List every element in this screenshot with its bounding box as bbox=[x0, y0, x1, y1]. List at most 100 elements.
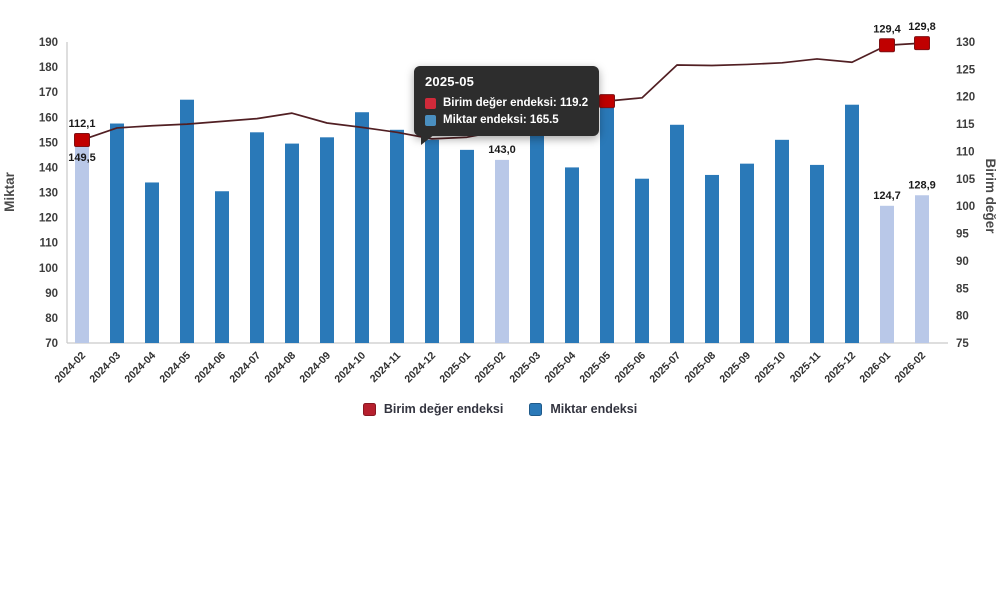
bar[interactable] bbox=[425, 139, 439, 343]
left-axis-tick-label: 80 bbox=[45, 313, 58, 325]
bar[interactable] bbox=[215, 191, 229, 343]
x-axis-label: 2024-09 bbox=[297, 350, 333, 386]
left-axis-tick-label: 180 bbox=[39, 62, 58, 74]
x-axis-label: 2025-07 bbox=[647, 350, 683, 386]
bar[interactable] bbox=[145, 182, 159, 343]
x-axis-label: 2024-06 bbox=[192, 350, 228, 386]
right-axis-tick-label: 115 bbox=[956, 119, 975, 131]
data-label: 124,7 bbox=[873, 190, 901, 202]
x-axis-label: 2025-02 bbox=[472, 350, 508, 386]
x-axis-label: 2025-05 bbox=[577, 350, 613, 386]
x-axis-label: 2025-03 bbox=[507, 350, 543, 386]
x-axis-label: 2024-02 bbox=[52, 350, 88, 386]
bar[interactable] bbox=[355, 112, 369, 343]
left-axis-tick-label: 140 bbox=[39, 162, 58, 174]
legend-label: Miktar endeksi bbox=[550, 402, 638, 416]
tooltip: 2025-05 Birim değer endeksi: 119.2 Mikta… bbox=[414, 66, 600, 145]
line-marker[interactable] bbox=[74, 132, 90, 147]
right-axis-tick-label: 90 bbox=[956, 256, 969, 268]
x-axis-label: 2024-10 bbox=[332, 350, 368, 386]
legend-item-miktar[interactable]: Miktar endeksi bbox=[529, 402, 637, 416]
red-series-chip-icon bbox=[425, 97, 436, 109]
bar[interactable] bbox=[530, 117, 544, 343]
chart: 190 180 170 160 150 140 130 120 110 100 90 80 70 130 1… bbox=[2, 21, 998, 386]
bar[interactable] bbox=[845, 104, 859, 343]
left-axis-tick-label: 130 bbox=[39, 188, 58, 200]
bar[interactable] bbox=[775, 139, 789, 343]
data-label: 143,0 bbox=[488, 144, 516, 156]
line-marker[interactable] bbox=[914, 36, 930, 51]
bar[interactable] bbox=[635, 178, 649, 343]
left-axis-tick-label: 170 bbox=[39, 87, 58, 99]
bar[interactable] bbox=[110, 123, 124, 343]
tooltip-row-line-series: Birim değer endeksi: 119.2 bbox=[425, 97, 588, 109]
chart-canvas: 190 180 170 160 150 140 130 120 110 100 90 80 70 130 1… bbox=[2, 21, 998, 386]
bar[interactable] bbox=[810, 164, 824, 343]
bar[interactable] bbox=[705, 174, 719, 343]
bar[interactable] bbox=[740, 163, 754, 343]
x-axis-label: 2025-06 bbox=[612, 350, 648, 386]
x-axis-label: 2025-04 bbox=[542, 350, 578, 386]
tooltip-title: 2025-05 bbox=[425, 74, 475, 89]
x-axis-label: 2025-10 bbox=[752, 350, 788, 386]
bar[interactable] bbox=[75, 143, 89, 343]
bar[interactable] bbox=[460, 149, 474, 343]
data-label: 129,8 bbox=[908, 21, 936, 33]
left-axis-title: Miktar bbox=[2, 171, 17, 212]
right-axis-tick-label: 85 bbox=[956, 283, 969, 295]
x-axis-label: 2025-08 bbox=[682, 350, 718, 386]
x-axis-label: 2025-01 bbox=[437, 350, 473, 386]
legend: Birim değer endeksi Miktar endeksi bbox=[0, 402, 1000, 416]
bar[interactable] bbox=[880, 205, 894, 343]
legend-item-birim-deger[interactable]: Birim değer endeksi bbox=[362, 402, 504, 416]
x-axis-label: 2026-02 bbox=[892, 350, 928, 386]
right-axis-tick-label: 100 bbox=[956, 201, 975, 213]
bar[interactable] bbox=[390, 129, 404, 343]
data-label: 112,1 bbox=[69, 118, 96, 130]
bar[interactable] bbox=[250, 132, 264, 343]
line-marker[interactable] bbox=[879, 38, 895, 53]
bar[interactable] bbox=[600, 103, 614, 344]
blue-series-chip-icon bbox=[425, 114, 436, 126]
legend-label: Birim değer endeksi bbox=[383, 402, 504, 416]
data-label: 149,5 bbox=[68, 152, 96, 164]
data-label: 128,9 bbox=[908, 179, 936, 191]
x-axis-label: 2025-11 bbox=[788, 350, 823, 385]
left-axis-tick-label: 90 bbox=[45, 288, 58, 300]
right-axis-tick-label: 95 bbox=[956, 229, 969, 241]
bar[interactable] bbox=[915, 195, 929, 343]
right-axis-title: Birim değer bbox=[983, 158, 998, 234]
left-axis-tick-label: 160 bbox=[39, 112, 58, 124]
x-axis-label: 2024-12 bbox=[402, 350, 438, 386]
left-axis-tick-label: 110 bbox=[39, 238, 58, 250]
bar[interactable] bbox=[670, 124, 684, 344]
tooltip-tail bbox=[421, 134, 435, 145]
bar[interactable] bbox=[495, 159, 509, 343]
x-axis-label: 2025-09 bbox=[717, 350, 753, 386]
tooltip-row-text: Miktar endeksi: 165.5 bbox=[443, 114, 559, 126]
right-axis-tick-label: 80 bbox=[956, 311, 969, 323]
x-axis-label: 2025-12 bbox=[822, 350, 858, 386]
right-axis-tick-label: 110 bbox=[956, 146, 975, 158]
x-axis-label: 2024-11 bbox=[368, 350, 403, 385]
left-axis-tick-label: 120 bbox=[39, 213, 58, 225]
left-axis-tick-label: 190 bbox=[39, 37, 58, 49]
right-axis-tick-label: 130 bbox=[956, 37, 975, 49]
x-axis-label: 2024-04 bbox=[122, 350, 158, 386]
tooltip-row-text: Birim değer endeksi: 119.2 bbox=[443, 97, 589, 109]
right-axis-tick-label: 105 bbox=[956, 174, 976, 186]
right-axis-tick-label: 125 bbox=[956, 64, 976, 76]
line-marker[interactable] bbox=[599, 94, 615, 109]
left-axis-tick-label: 70 bbox=[45, 338, 58, 350]
right-axis-tick-label: 75 bbox=[956, 338, 969, 350]
bar[interactable] bbox=[180, 99, 194, 343]
bar[interactable] bbox=[565, 167, 579, 343]
bar[interactable] bbox=[285, 143, 299, 343]
bar[interactable] bbox=[320, 137, 334, 343]
left-axis-tick-label: 150 bbox=[39, 137, 58, 149]
blue-square-icon bbox=[529, 402, 543, 416]
red-square-icon bbox=[362, 402, 376, 416]
data-label: 129,4 bbox=[873, 23, 901, 35]
x-axis-label: 2024-03 bbox=[87, 350, 123, 386]
